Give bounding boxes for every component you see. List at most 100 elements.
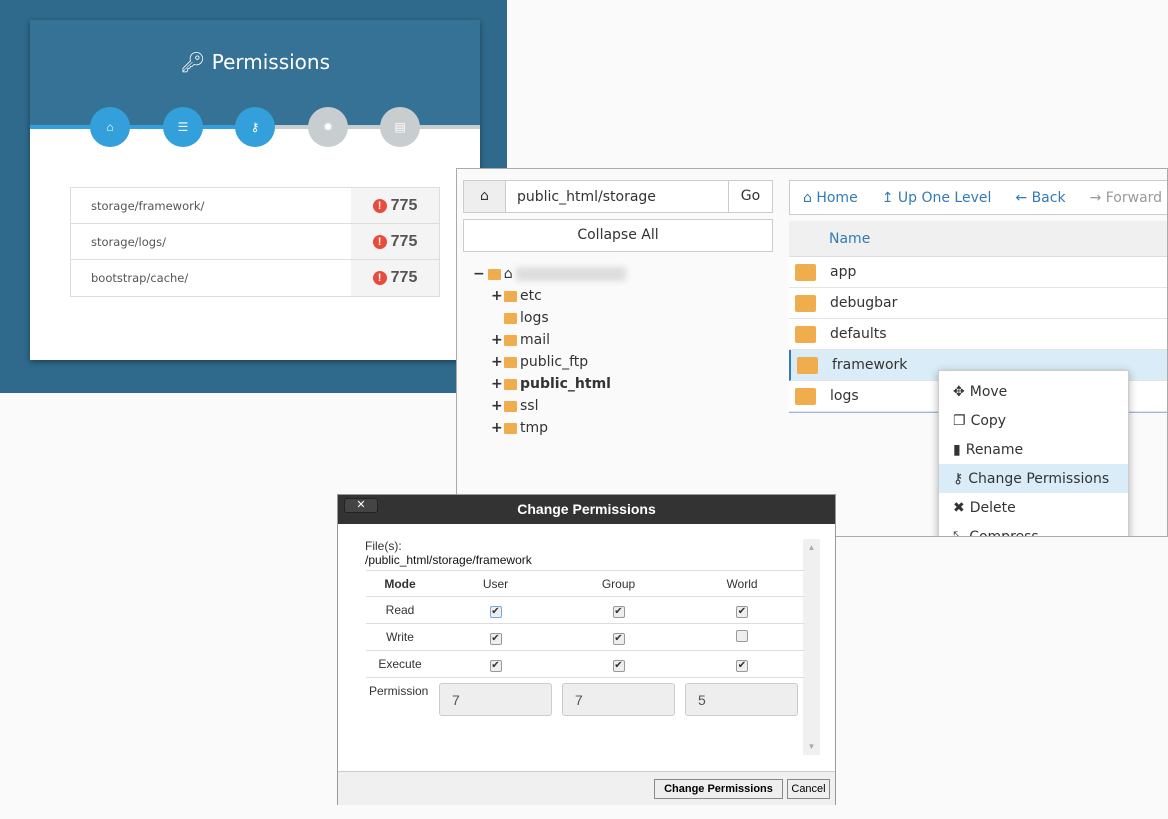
back-button[interactable]: ← Back — [1015, 189, 1066, 206]
permissions-card: 🔑︎ Permissions ⌂ ☰ ⚷ ✹ ▤ storage/framewo… — [30, 20, 480, 360]
tree-item[interactable]: + mail — [491, 329, 611, 351]
tree-item[interactable]: + etc — [491, 285, 611, 307]
permission-checkbox[interactable]: ✔ — [489, 632, 502, 645]
folder-open-icon — [487, 268, 501, 280]
collapse-all-button[interactable]: Collapse All — [463, 219, 773, 252]
warning-icon: ! — [372, 198, 387, 213]
key-icon: ⚷ — [250, 120, 260, 134]
menu-label: Copy — [970, 412, 1007, 429]
file-row[interactable]: debugbar — [789, 288, 1167, 319]
permission-row: Execute ✔ ✔ ✔ — [366, 651, 804, 678]
permission-checkbox[interactable]: ✔ — [736, 605, 748, 618]
step-permissions[interactable]: ⚷ — [235, 107, 275, 147]
permission-checkbox[interactable] — [736, 629, 748, 642]
folder-icon — [797, 356, 818, 374]
scrollbar[interactable]: ▲ ▼ — [803, 539, 820, 755]
table-row: storage/logs/! 775 — [71, 224, 439, 260]
permission-checkbox[interactable]: ✔ — [489, 605, 502, 618]
expand-icon[interactable]: + — [491, 376, 503, 392]
file-icon: ▮ — [953, 441, 961, 458]
step-home[interactable]: ⌂ — [90, 107, 130, 147]
row-value: 775 — [390, 232, 418, 250]
context-menu-item[interactable]: ✖ Delete — [939, 493, 1128, 522]
tree-item[interactable]: + tmp — [491, 417, 611, 439]
folder-icon — [795, 325, 816, 343]
folder-icon — [504, 356, 517, 368]
home-path-button[interactable]: ⌂ — [463, 180, 506, 213]
file-name: debugbar — [830, 295, 898, 311]
permission-checkbox[interactable]: ✔ — [489, 659, 502, 672]
folder-icon — [504, 312, 517, 324]
change-permissions-button[interactable]: Change Permissions — [654, 779, 783, 799]
close-button[interactable]: ✕ — [344, 498, 378, 513]
header-world: World — [726, 576, 758, 591]
expand-icon[interactable]: + — [491, 332, 503, 348]
forward-button[interactable]: → Forward — [1089, 189, 1163, 206]
mode-label: Read — [385, 603, 415, 617]
key-icon: ⚷ — [953, 470, 964, 487]
move-icon: ✥ — [953, 383, 965, 400]
file-name: logs — [830, 388, 859, 404]
permission-checkbox[interactable]: ✔ — [736, 659, 748, 672]
tree-item[interactable]: + ssl — [491, 395, 611, 417]
file-row[interactable]: defaults — [789, 319, 1167, 350]
step-settings[interactable]: ✹ — [308, 107, 348, 147]
permission-row: Read ✔ ✔ ✔ — [366, 597, 804, 624]
tree-label: mail — [520, 332, 550, 348]
context-menu-item[interactable]: ❐ Copy — [939, 406, 1128, 435]
step-finish[interactable]: ▤ — [380, 107, 420, 147]
warning-icon: ! — [372, 271, 387, 285]
permission-checkbox[interactable]: ✔ — [612, 605, 625, 618]
go-button[interactable]: Go — [728, 180, 773, 213]
menu-label: Rename — [965, 441, 1024, 458]
home-icon: ⌂ — [106, 120, 114, 134]
context-menu-item[interactable]: ✥ Move — [939, 377, 1128, 406]
tree-label: logs — [520, 310, 549, 326]
expand-icon[interactable]: + — [491, 420, 503, 436]
group-permission-value[interactable]: 7 — [562, 683, 675, 716]
tree-label: etc — [520, 288, 542, 304]
tree-item[interactable]: + public_html — [491, 373, 611, 395]
expand-icon[interactable]: + — [491, 398, 503, 414]
folder-icon — [504, 378, 517, 390]
permission-label: Permission — [369, 684, 429, 698]
file-manager-window: ⌂ public_html/storage Go Collapse All − ⌂… — [456, 168, 1168, 537]
tree-label: public_ftp — [520, 354, 589, 370]
context-menu-item[interactable]: ⚷ Change Permissions — [939, 464, 1128, 493]
world-permission-value[interactable]: 5 — [685, 683, 798, 716]
context-menu-item[interactable]: ▮ Rename — [939, 435, 1128, 464]
expand-icon[interactable]: + — [491, 354, 503, 370]
row-value: 775 — [390, 269, 418, 286]
tree-label: tmp — [520, 420, 549, 436]
home-button[interactable]: ⌂ Home — [803, 189, 858, 206]
row-path: storage/logs/ — [91, 235, 166, 249]
compress-icon: ⤡ — [953, 528, 965, 537]
key-icon: 🔑︎ — [179, 50, 206, 74]
folder-icon — [504, 334, 517, 346]
home-icon: ⌂ — [503, 266, 513, 282]
file-row[interactable]: app — [789, 257, 1167, 288]
user-permission-value[interactable]: 7 — [439, 683, 552, 716]
tree-item[interactable]: logs — [491, 307, 611, 329]
permission-checkbox[interactable]: ✔ — [612, 632, 625, 645]
path-input[interactable]: public_html/storage — [505, 180, 729, 213]
permissions-header: Mode User Group World — [366, 570, 804, 597]
title-text: Permissions — [211, 50, 331, 74]
folder-icon — [795, 263, 816, 281]
folder-icon — [795, 387, 816, 405]
step-list[interactable]: ☰ — [163, 107, 203, 147]
expand-icon[interactable]: + — [491, 288, 503, 304]
menu-label: Move — [969, 383, 1008, 400]
tree-root[interactable]: − ⌂ — [473, 263, 626, 285]
permission-checkbox[interactable]: ✔ — [612, 659, 625, 672]
folder-icon — [504, 422, 517, 434]
warning-icon: ! — [372, 234, 387, 249]
list-icon: ☰ — [177, 120, 189, 134]
row-path: bootstrap/cache/ — [91, 271, 189, 285]
mode-label: Write — [386, 630, 414, 644]
cancel-button[interactable]: Cancel — [787, 779, 830, 799]
column-header-name[interactable]: Name — [789, 221, 1167, 257]
context-menu-item[interactable]: ⤡ Compress — [939, 522, 1128, 537]
tree-item[interactable]: + public_ftp — [491, 351, 611, 373]
up-one-level-button[interactable]: ↥ Up One Level — [881, 189, 992, 206]
